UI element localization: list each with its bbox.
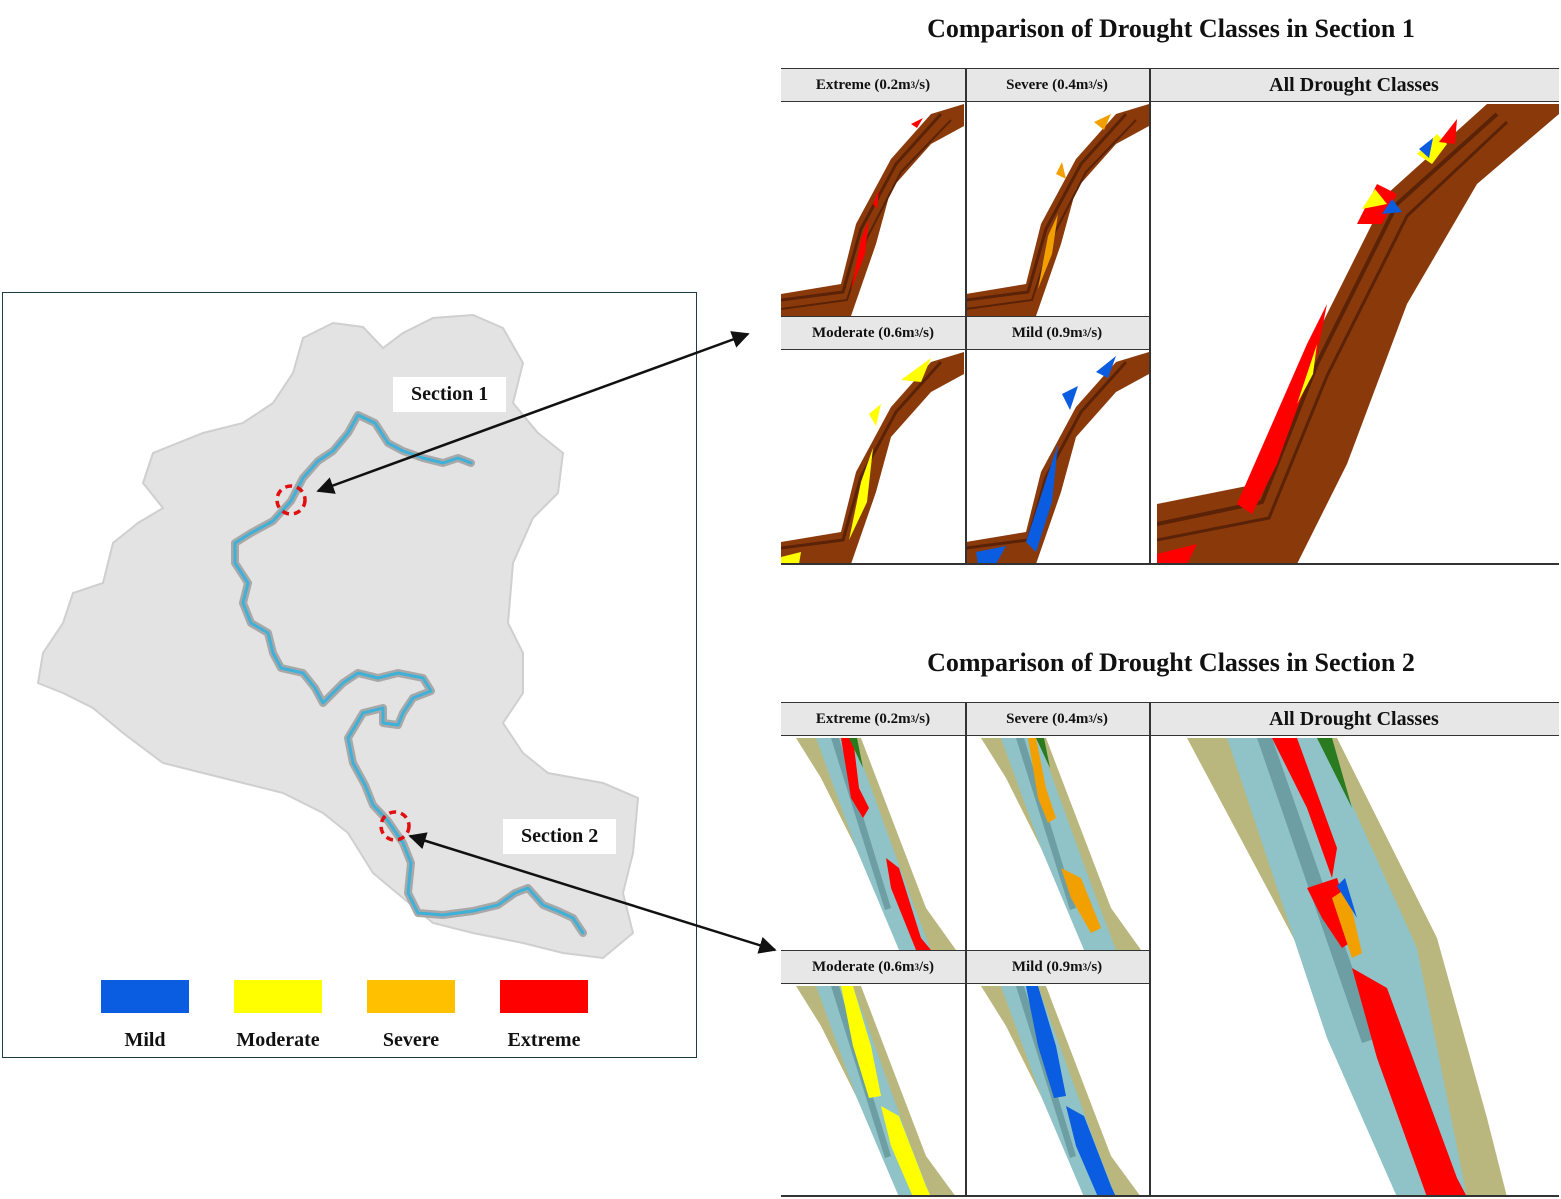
section2-map-moderate xyxy=(781,986,964,1197)
legend-swatch-mild xyxy=(101,980,189,1013)
section1-map-all xyxy=(1157,104,1559,564)
legend-swatch-moderate xyxy=(234,980,322,1013)
section2-divider-1 xyxy=(965,702,967,1197)
section2-grid: Extreme (0.2m 3/s) Severe (0.4m 3/s) All D… xyxy=(781,702,1559,1197)
section1-grid: Extreme (0.2m 3/s) Severe (0.4m 3/s) All D… xyxy=(781,68,1559,565)
section1-map-extreme xyxy=(781,104,964,316)
section2-map-extreme xyxy=(781,738,964,950)
section1-divider-1 xyxy=(965,68,967,564)
section2-map-mild xyxy=(966,986,1149,1197)
section1-map-moderate xyxy=(781,352,964,564)
section2-header-all: All Drought Classes xyxy=(1149,702,1559,736)
section2-header-severe: Severe (0.4m 3/s) xyxy=(965,702,1149,736)
section1-header-mild: Mild (0.9m 3/s) xyxy=(965,316,1149,350)
legend-swatch-extreme xyxy=(500,980,588,1013)
section1-label: Section 1 xyxy=(393,377,507,412)
section2-map-severe xyxy=(966,738,1149,950)
section1-map-severe xyxy=(966,104,1149,316)
section1-header-moderate: Moderate (0.6m 3/s) xyxy=(781,316,965,350)
section2-marker[interactable] xyxy=(379,810,411,842)
basin-map xyxy=(36,313,640,960)
legend-label-extreme: Extreme xyxy=(507,1029,581,1051)
section2-header-mild: Mild (0.9m 3/s) xyxy=(965,950,1149,984)
section1-header-extreme: Extreme (0.2m 3/s) xyxy=(781,68,965,102)
section2-header-moderate: Moderate (0.6m 3/s) xyxy=(781,950,965,984)
section2-map-all xyxy=(1157,738,1559,1197)
section1-bottom-rule xyxy=(781,563,1559,565)
legend-swatch-severe xyxy=(367,980,455,1013)
section2-header-extreme: Extreme (0.2m 3/s) xyxy=(781,702,965,736)
legend-label-severe: Severe xyxy=(382,1029,440,1051)
legend-label-moderate: Moderate xyxy=(236,1029,320,1051)
section2-divider-2 xyxy=(1149,702,1151,1197)
section1-divider-2 xyxy=(1149,68,1151,564)
section1-map-mild xyxy=(966,352,1149,564)
basin-map-panel: Section 1 Section 2 Mild Moderate Severe… xyxy=(2,292,697,1058)
section1-header-severe: Severe (0.4m 3/s) xyxy=(965,68,1149,102)
section1-title: Comparison of Drought Classes in Section… xyxy=(927,14,1415,43)
section1-header-all: All Drought Classes xyxy=(1149,68,1559,102)
section2-title: Comparison of Drought Classes in Section… xyxy=(927,648,1415,677)
basin-area xyxy=(36,313,640,960)
section2-bottom-rule xyxy=(781,1195,1559,1197)
section1-marker[interactable] xyxy=(275,484,307,516)
section2-label: Section 2 xyxy=(503,819,617,854)
legend-label-mild: Mild xyxy=(124,1029,166,1051)
